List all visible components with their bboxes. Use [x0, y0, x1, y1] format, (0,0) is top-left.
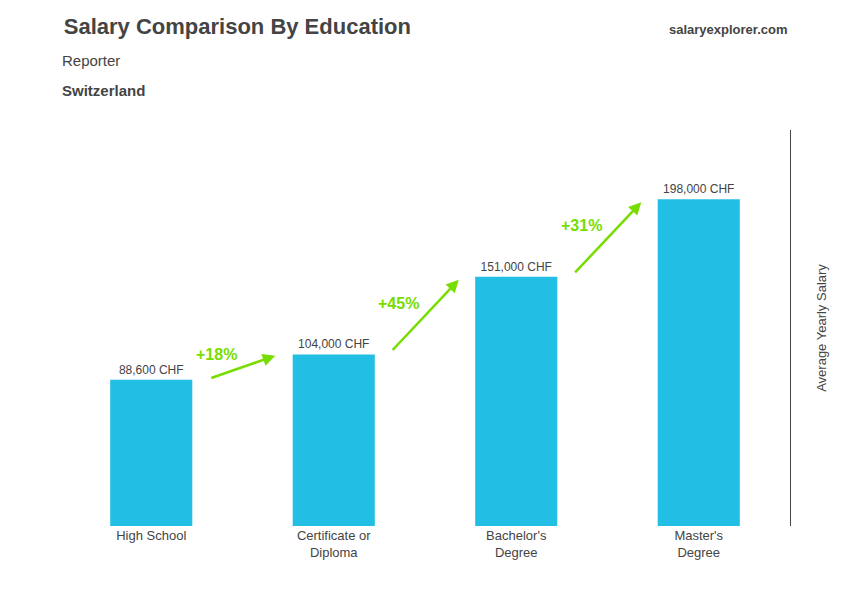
svg-text:Switzerland: Switzerland [62, 82, 145, 99]
svg-text:Master'sDegree: Master'sDegree [674, 528, 723, 560]
svg-text:+31%: +31% [561, 217, 602, 234]
svg-text:Certificate orDiploma: Certificate orDiploma [297, 528, 371, 560]
svg-text:Average Yearly Salary: Average Yearly Salary [814, 264, 829, 392]
svg-text:salaryexplorer.com: salaryexplorer.com [669, 22, 788, 37]
svg-text:+45%: +45% [378, 295, 419, 312]
svg-text:151,000 CHF: 151,000 CHF [481, 260, 552, 274]
svg-text:High School: High School [116, 528, 186, 543]
svg-text:Bachelor'sDegree: Bachelor'sDegree [486, 528, 547, 560]
svg-text:198,000 CHF: 198,000 CHF [663, 182, 734, 196]
svg-text:104,000 CHF: 104,000 CHF [298, 337, 369, 351]
svg-text:88,600 CHF: 88,600 CHF [119, 363, 184, 377]
svg-text:Salary Comparison By Education: Salary Comparison By Education [64, 14, 411, 39]
svg-text:Reporter: Reporter [62, 52, 120, 69]
svg-text:+18%: +18% [196, 346, 237, 363]
